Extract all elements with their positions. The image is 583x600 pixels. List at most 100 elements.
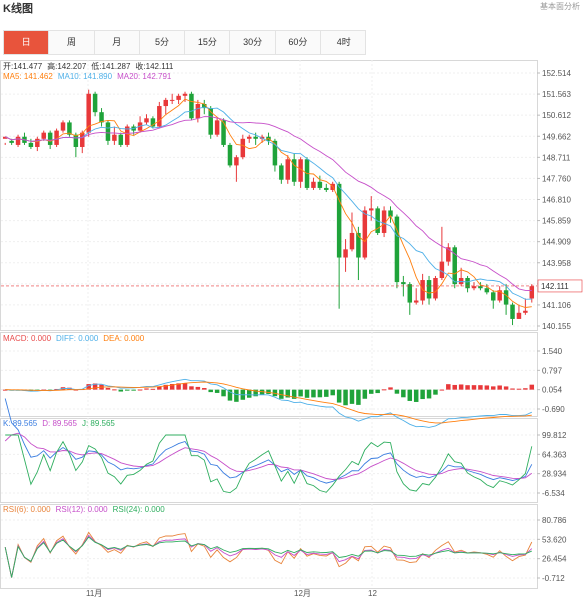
- fundamental-analysis-link[interactable]: 基本面分析: [540, 2, 580, 11]
- j-value: J: 89.565: [81, 419, 115, 428]
- rsi-legend: RSI(6): 0.000 RSI(12): 0.000 RSI(24): 0.00…: [3, 505, 170, 515]
- candle-body: [73, 134, 79, 147]
- candle-body: [471, 286, 477, 289]
- macd-histogram-bar: [157, 386, 162, 390]
- price-ytick-label: 148.711: [542, 153, 571, 162]
- rsi24-line: [4, 536, 532, 578]
- candle-body: [234, 157, 239, 166]
- macd-histogram-bar: [388, 387, 393, 390]
- macd-histogram-bar: [195, 386, 201, 390]
- price-ytick-label: 144.909: [542, 238, 571, 247]
- ma20-line: [5, 116, 532, 291]
- macd-histogram-bar: [394, 389, 400, 394]
- tab-15min[interactable]: 15分: [185, 31, 231, 54]
- macd-histogram-bar: [356, 389, 361, 405]
- candle-body: [349, 232, 355, 250]
- macd-histogram-bar: [259, 389, 265, 395]
- candle-body: [253, 136, 258, 139]
- candle-body: [246, 136, 252, 139]
- tab-30min[interactable]: 30分: [230, 31, 276, 54]
- x-tick-label: 11月: [86, 589, 102, 598]
- tab-month[interactable]: 月: [95, 31, 140, 54]
- tab-60min[interactable]: 60分: [276, 31, 322, 54]
- price-ytick-label: 152.514: [542, 69, 571, 78]
- candle-body: [47, 132, 53, 145]
- macd-histogram-bar: [510, 388, 515, 390]
- tab-5min[interactable]: 5分: [140, 31, 186, 54]
- d-line: [4, 432, 533, 480]
- rsi-ytick-label: 26.454: [542, 555, 567, 564]
- candle-body: [182, 93, 188, 96]
- candle-body: [497, 290, 502, 301]
- price-pane-frame: [0, 60, 538, 331]
- page-title: K线图: [3, 3, 33, 15]
- candle-body: [208, 108, 213, 135]
- macd-histogram-bar: [343, 389, 348, 406]
- dea-line: [5, 381, 532, 424]
- candle-body: [195, 103, 201, 119]
- candle-body: [362, 210, 368, 258]
- macd-histogram-bar: [182, 383, 188, 390]
- candle-body: [54, 130, 59, 145]
- macd-histogram-bar: [234, 389, 239, 402]
- candle-body: [317, 181, 323, 188]
- price-ytick-label: 140.155: [542, 322, 571, 331]
- macd-pane-frame: [0, 332, 538, 417]
- candle-body: [202, 103, 207, 109]
- macd-histogram-bar: [124, 389, 130, 391]
- candle-body: [67, 122, 72, 135]
- candle-body: [99, 112, 104, 123]
- candle-body: [516, 312, 522, 319]
- macd-histogram-bar: [349, 389, 355, 404]
- macd-ytick-label: 0.797: [542, 366, 563, 375]
- candle-body: [240, 138, 246, 158]
- candle-body: [343, 249, 348, 258]
- tab-day[interactable]: 日: [4, 31, 50, 54]
- rsi24-value: RSI(24): 0.000: [112, 505, 165, 514]
- macd-ytick-label: 1.540: [542, 347, 563, 356]
- tab-4hour[interactable]: 4时: [336, 37, 351, 47]
- candle-body: [336, 183, 342, 258]
- macd-legend: MACD: 0.000 DIFF: 0.000 DEA: 0.000: [3, 334, 149, 344]
- candle-body: [446, 247, 451, 262]
- candle-body: [157, 106, 162, 127]
- price-ytick-label: 145.859: [542, 217, 571, 226]
- candle-body: [169, 99, 175, 101]
- macd-histogram-bar: [362, 389, 368, 399]
- candle-body: [214, 120, 220, 135]
- macd-histogram-bar: [137, 389, 143, 391]
- dea-value: DEA: 0.000: [103, 334, 145, 343]
- price-ytick-label: 143.958: [542, 259, 571, 268]
- price-ytick-label: 151.563: [542, 90, 571, 99]
- macd-histogram-bar: [407, 389, 413, 401]
- candle-body: [510, 304, 515, 319]
- candle-body: [381, 210, 387, 233]
- macd-ytick-label: 0.054: [542, 386, 563, 395]
- x-tick-label: 12: [368, 589, 377, 598]
- current-price-box: [537, 279, 583, 293]
- macd-histogram-bar: [86, 384, 91, 390]
- k-value: K: 89.565: [3, 419, 38, 428]
- candle-body: [28, 142, 34, 147]
- candle-body: [523, 310, 528, 313]
- macd-histogram-bar: [446, 384, 451, 390]
- macd-histogram-bar: [189, 386, 194, 390]
- candle-body: [394, 216, 400, 283]
- candle-body: [41, 132, 46, 139]
- candle-body: [105, 122, 111, 141]
- macd-histogram-bar: [516, 388, 522, 390]
- macd-histogram-bar: [503, 386, 509, 390]
- timeframe-tabs: 日 周 月 5分 15分 30分 60分 4时: [3, 30, 366, 55]
- ma5-value: MA5: 141.462: [3, 72, 53, 81]
- macd-histogram-bar: [202, 388, 207, 390]
- candle-body: [112, 134, 117, 141]
- close-value: 收:142.111: [135, 62, 174, 71]
- macd-histogram-bar: [298, 389, 303, 397]
- macd-histogram-bar: [227, 389, 233, 401]
- ma20-value: MA20: 142.791: [117, 72, 172, 81]
- macd-histogram-bar: [291, 389, 297, 399]
- tab-week[interactable]: 周: [49, 31, 95, 54]
- ohlc-readout: 开:141.477 高:142.207 低:141.287 收:142.111: [3, 62, 178, 72]
- ma5-line: [5, 98, 532, 308]
